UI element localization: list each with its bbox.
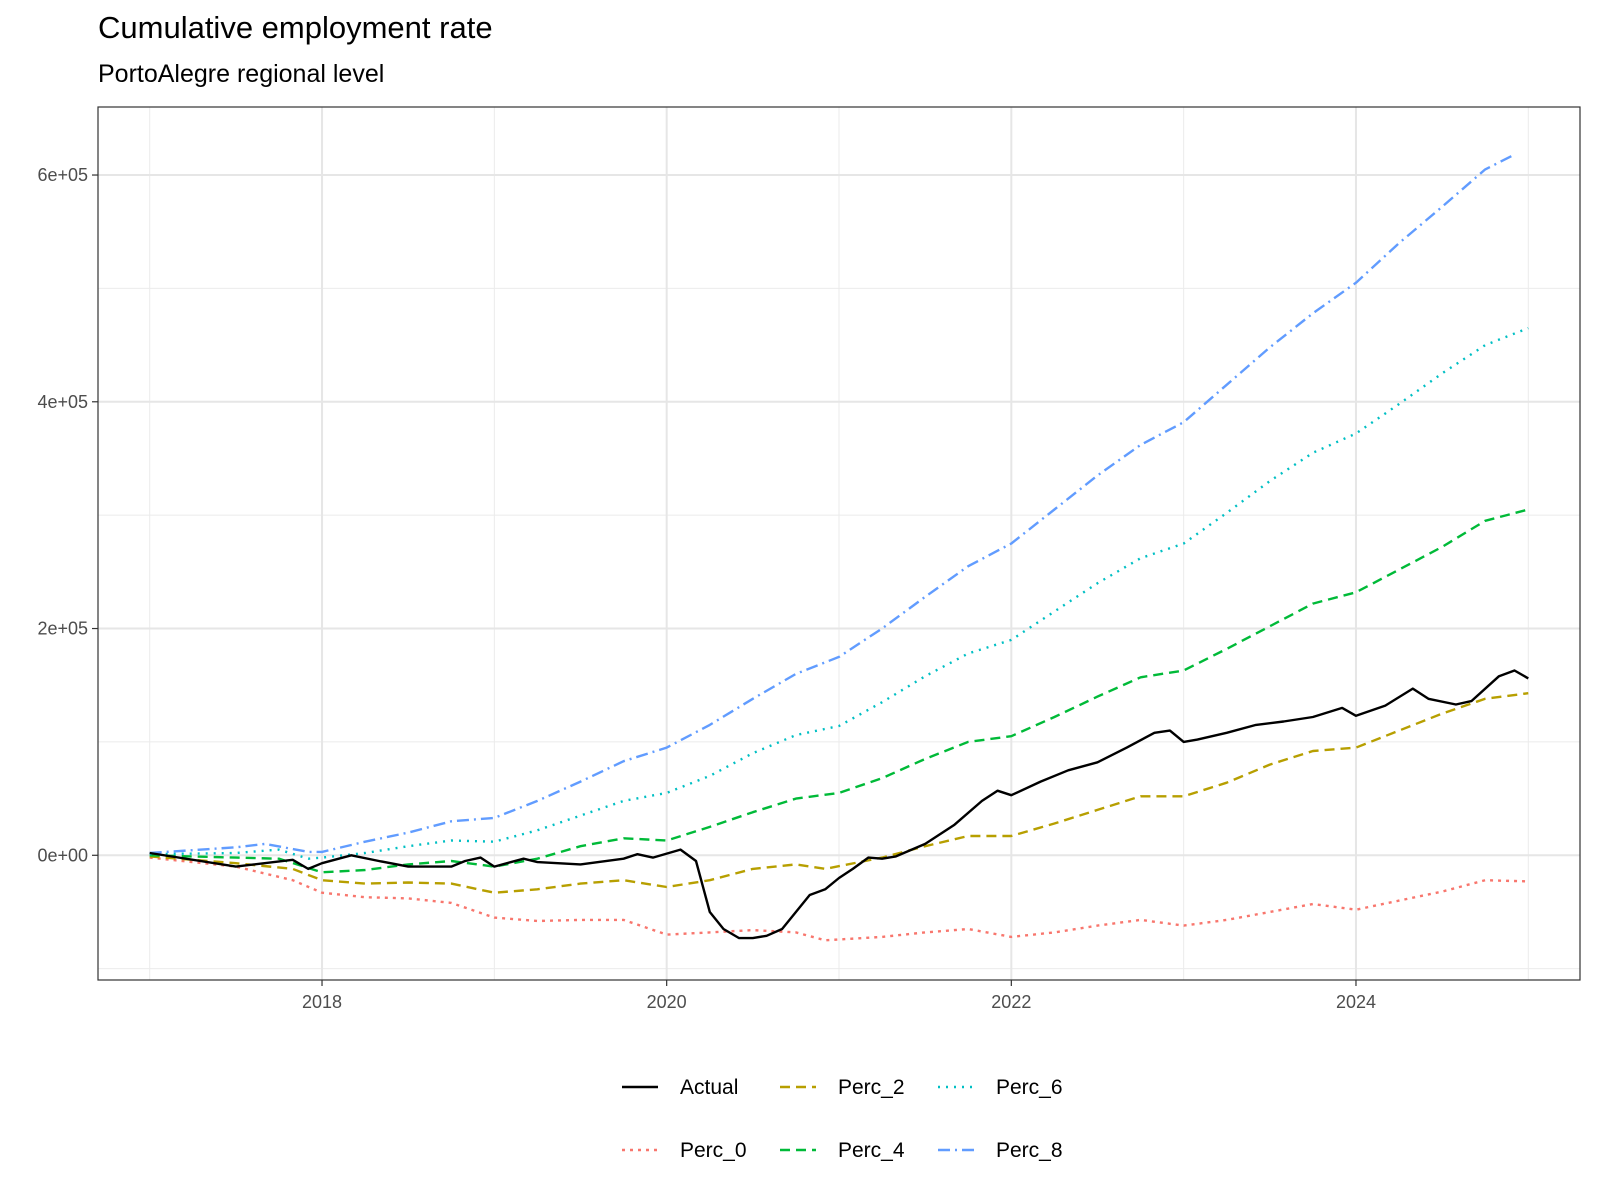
plot-panel-border	[97, 106, 1581, 981]
legend-item-perc-0: Perc_0	[622, 1139, 747, 1162]
legend-label: Perc_6	[996, 1076, 1063, 1099]
legend-item-perc-4: Perc_4	[780, 1139, 905, 1162]
chart-subtitle: PortoAlegre regional level	[98, 60, 385, 88]
series-line-perc-6	[149, 326, 1529, 860]
series-line-actual	[149, 669, 1529, 940]
x-tick-label: 2020	[647, 992, 687, 1012]
legend-item-perc-2: Perc_2	[780, 1076, 905, 1099]
legend: Actual Perc_2 Perc_6 Perc_0 Perc_4 Perc_8	[622, 1076, 1063, 1162]
legend-label: Actual	[680, 1076, 738, 1099]
minor-gridlines	[98, 107, 1580, 980]
x-tick-label: 2018	[302, 992, 342, 1012]
axis-ticks: 2018 2020 2022 2024 0e+00 2e+05 4e+05 6e+05	[37, 165, 1376, 1012]
legend-label: Perc_0	[680, 1139, 747, 1162]
legend-label: Perc_2	[838, 1076, 905, 1099]
y-tick-label: 2e+05	[37, 619, 88, 639]
y-tick-label: 6e+05	[37, 165, 88, 185]
series-line-perc-2	[149, 692, 1529, 894]
chart-title: Cumulative employment rate	[98, 10, 493, 45]
series-lines	[149, 153, 1529, 942]
x-tick-label: 2024	[1336, 992, 1376, 1012]
legend-item-perc-8: Perc_8	[938, 1139, 1063, 1162]
x-tick-label: 2022	[991, 992, 1031, 1012]
legend-item-perc-6: Perc_6	[938, 1076, 1063, 1099]
legend-label: Perc_8	[996, 1139, 1063, 1162]
series-line-perc-8	[149, 153, 1516, 855]
legend-item-actual: Actual	[622, 1076, 738, 1099]
legend-label: Perc_4	[838, 1139, 905, 1162]
y-tick-label: 0e+00	[37, 845, 88, 865]
series-line-perc-4	[149, 508, 1529, 874]
y-tick-label: 4e+05	[37, 392, 88, 412]
